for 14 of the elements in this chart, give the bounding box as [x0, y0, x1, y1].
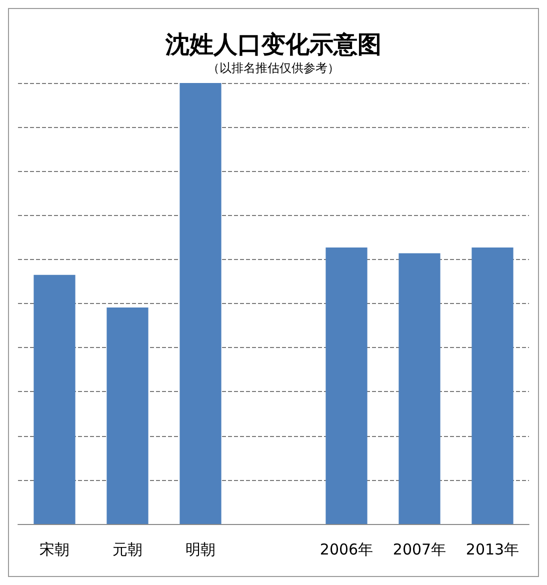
x-tick-label: 宋朝 [40, 540, 70, 558]
x-tick-label: 2006年 [320, 540, 374, 558]
chart-title: 沈姓人口变化示意图 [164, 30, 382, 58]
bar [472, 247, 514, 524]
bar [106, 307, 148, 524]
bar [34, 274, 76, 524]
x-tick-label: 元朝 [112, 540, 142, 558]
bar [180, 83, 222, 524]
bar [326, 247, 368, 524]
chart-subtitle: （以排名推估仅供参考） [208, 61, 340, 75]
x-tick-label: 2013年 [466, 540, 520, 558]
bar [398, 253, 440, 524]
x-tick-label: 明朝 [186, 540, 216, 558]
x-tick-label: 2007年 [392, 540, 446, 558]
